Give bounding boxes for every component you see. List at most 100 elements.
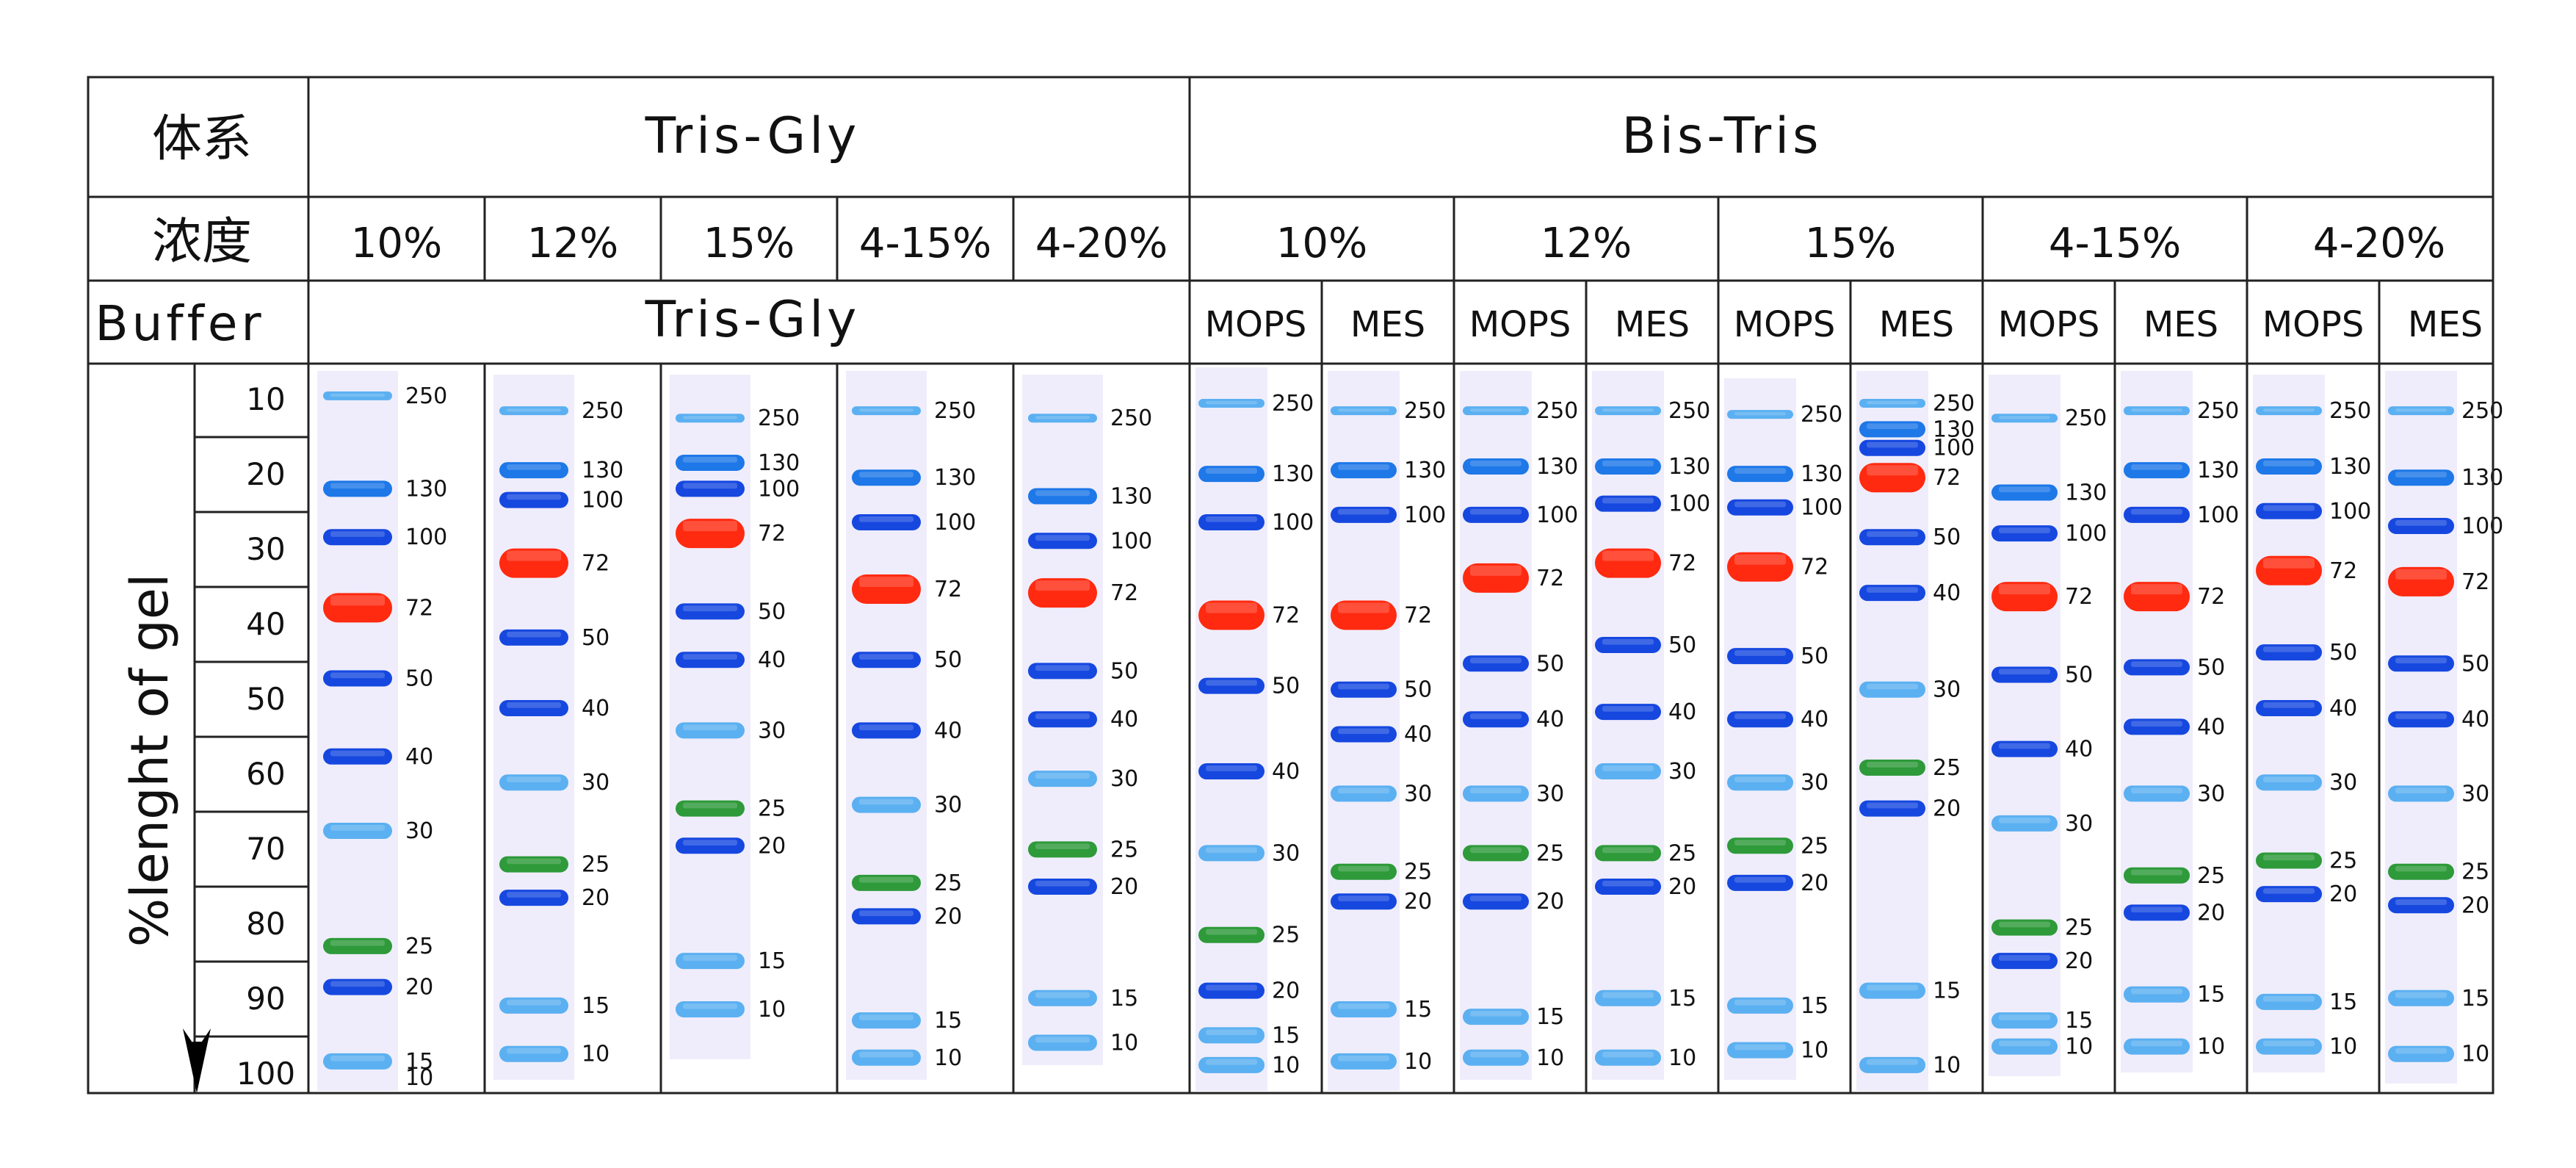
band-label-30: 30 [1110,766,1138,792]
band-highlight [1602,408,1654,412]
band-50 [1198,677,1265,694]
band-10 [1727,1042,1793,1059]
band-label-72: 72 [2329,558,2357,584]
band-label-25: 25 [758,796,786,822]
band-label-250: 250 [405,383,447,409]
band-130 [323,480,392,497]
conc-bis-15: 15% [1805,220,1896,267]
band-label-50: 50 [1110,658,1138,684]
band-label-72: 72 [405,595,433,621]
band-label-50: 50 [405,666,433,692]
band-40 [1198,763,1265,780]
band-25 [1463,845,1529,862]
band-highlight [1338,464,1389,470]
band-label-20: 20 [1272,978,1300,1004]
band-highlight [1867,441,1918,448]
band-25 [2388,863,2454,880]
band-label-10: 10 [1801,1038,1828,1064]
band-highlight [1206,516,1257,522]
band-250 [1198,399,1265,408]
band-highlight [1470,657,1522,663]
band-highlight [1734,650,1786,656]
band-250 [2124,406,2190,416]
band-label-20: 20 [1668,874,1696,900]
band-72 [1859,463,1925,493]
band-highlight [330,595,385,606]
band-50 [852,652,921,668]
band-label-25: 25 [1536,840,1564,866]
buffer-label: Buffer [95,295,264,352]
lane-4: 250 130 100 72 50 40 30 25 20 15 10 [1022,375,1152,1065]
arrow-head-icon [183,1028,211,1093]
band-15 [2388,989,2454,1006]
band-15 [1991,1012,2058,1029]
band-label-130: 130 [1110,484,1152,510]
gel-pct-100: 100 [236,1056,295,1092]
band-label-50: 50 [1272,674,1300,699]
band-highlight [507,892,561,898]
band-label-40: 40 [2329,696,2357,721]
band-highlight [859,516,913,522]
lane-3: 250 130 100 72 50 40 30 25 20 15 10 [846,371,976,1080]
band-highlight [507,464,561,470]
band-72 [1727,552,1793,582]
band-72 [323,593,392,623]
band-20 [1198,982,1265,999]
band-highlight [2263,646,2315,652]
band-40 [1727,711,1793,728]
band-highlight [1338,1055,1389,1061]
band-highlight [1206,468,1257,474]
band-label-10: 10 [2329,1034,2357,1060]
grid-layer [87,76,2494,1095]
band-15 [1727,997,1793,1014]
band-15 [1331,1001,1397,1017]
band-50 [323,670,392,687]
band-100 [2256,502,2322,519]
band-label-10: 10 [582,1042,609,1067]
band-20 [1331,893,1397,910]
band-highlight [1602,706,1654,712]
band-100 [1991,525,2058,542]
band-label-100: 100 [1933,436,1975,461]
band-72 [676,519,745,549]
band-250 [499,406,568,416]
band-15 [1859,982,1925,999]
band-highlight [1999,668,2050,675]
band-20 [1991,953,2058,970]
lanes-layer: 2501301007250403025201510250130100725040… [317,367,2503,1091]
gel-pct-10: 10 [246,381,285,417]
band-highlight [507,494,561,500]
band-highlight [1035,843,1090,850]
band-100 [1727,499,1793,516]
band-highlight [2263,461,2315,466]
band-label-100: 100 [1110,528,1152,554]
band-label-10: 10 [1668,1045,1696,1071]
band-highlight [1602,765,1654,771]
band-label-100: 100 [405,524,447,550]
band-highlight [2131,1040,2182,1047]
band-40 [2388,711,2454,728]
band-highlight [1867,984,1918,991]
band-label-15: 15 [1536,1004,1564,1030]
band-label-100: 100 [2065,521,2107,547]
band-highlight [1470,461,1522,466]
band-250 [323,391,392,400]
band-15 [323,1053,392,1070]
band-label-20: 20 [934,904,962,929]
band-highlight [1206,929,1257,935]
band-highlight [859,1051,913,1058]
band-15 [1198,1027,1265,1044]
band-highlight [330,750,385,757]
band-highlight [1999,955,2050,961]
lane-background [493,375,574,1080]
band-100 [1859,439,1925,456]
band-72 [2256,555,2322,585]
gel-pct-20: 20 [246,456,285,492]
band-15 [676,953,745,970]
band-highlight [1470,408,1522,412]
band-30 [1028,771,1097,787]
band-50 [1991,666,2058,683]
band-72 [1991,582,2058,612]
band-20 [2256,886,2322,903]
band-highlight [1206,847,1257,854]
